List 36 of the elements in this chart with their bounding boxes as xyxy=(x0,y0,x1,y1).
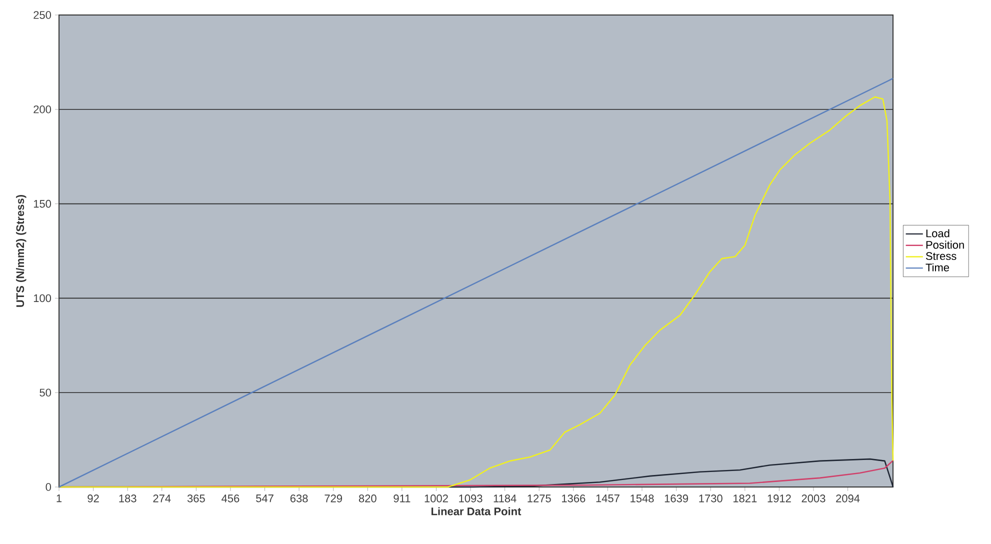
x-tick-label: 274 xyxy=(153,494,171,502)
y-tick-label: 0 xyxy=(46,483,52,491)
x-tick-label: 1912 xyxy=(768,494,791,502)
x-tick-label: 1548 xyxy=(630,494,654,502)
x-tick-label: 1 xyxy=(56,494,62,502)
x-tick-label: 1002 xyxy=(424,494,448,502)
legend-label: Position xyxy=(926,240,964,249)
x-tick-label: 1275 xyxy=(528,494,551,502)
x-tick-label: 1821 xyxy=(733,494,757,502)
x-tick-label: 1184 xyxy=(494,494,516,502)
x-tick-label: 911 xyxy=(394,494,410,502)
x-axis-title: Linear Data Point xyxy=(432,507,522,516)
y-tick-label: 250 xyxy=(34,11,52,19)
x-tick-label: 456 xyxy=(222,494,240,502)
y-axis-title: UTS (N/mm2) (Stress) xyxy=(16,195,26,307)
x-tick-label: 92 xyxy=(88,494,99,502)
x-tick-label: 2094 xyxy=(836,494,860,502)
y-tick-label: 50 xyxy=(40,388,52,396)
x-tick-label: 183 xyxy=(119,494,136,502)
x-tick-label: 1457 xyxy=(596,494,620,502)
x-tick-label: 638 xyxy=(290,494,308,502)
x-tick-label: 820 xyxy=(358,494,376,502)
legend-label: Stress xyxy=(926,252,956,260)
x-tick-label: 2003 xyxy=(802,494,826,502)
x-tick-label: 1730 xyxy=(699,494,722,502)
y-tick-label: 150 xyxy=(34,200,52,208)
y-tick-label: 200 xyxy=(34,106,52,114)
legend-label: Time xyxy=(926,263,950,272)
legend-label: Load xyxy=(926,229,950,238)
x-tick-label: 547 xyxy=(256,494,274,502)
x-tick-label: 1093 xyxy=(459,494,482,502)
x-tick-label: 1639 xyxy=(664,494,688,502)
x-tick-label: 1366 xyxy=(562,494,586,502)
x-tick-label: 365 xyxy=(187,494,205,502)
y-tick-label: 100 xyxy=(34,294,52,302)
x-tick-label: 729 xyxy=(324,494,342,502)
